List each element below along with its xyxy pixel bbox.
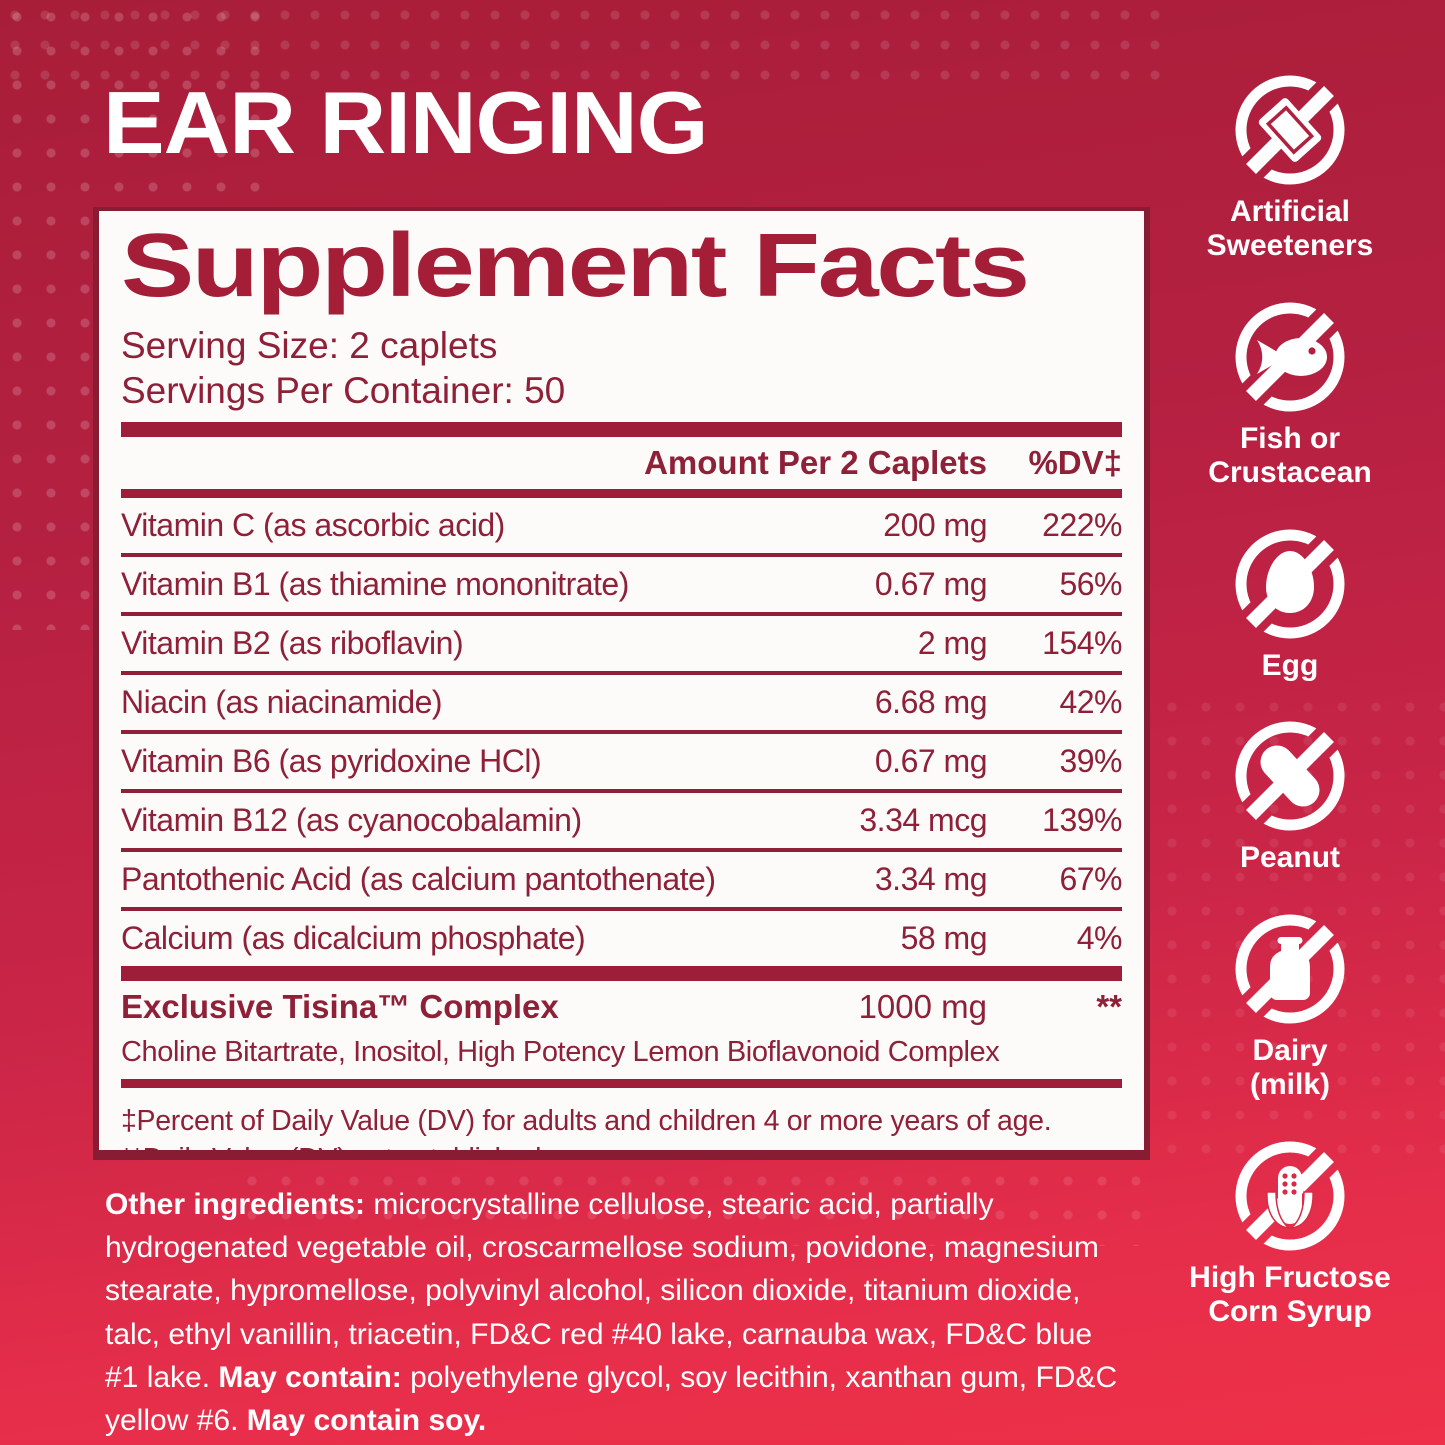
nutrient-name: Vitamin B1 (as thiamine mononitrate) xyxy=(121,566,629,603)
nutrient-dv: 56% xyxy=(1059,566,1122,603)
nutrient-table: Vitamin C (as ascorbic acid) 200 mg 222%… xyxy=(121,498,1123,966)
nutrient-dv: 39% xyxy=(1059,743,1122,780)
free-from-fish: Fish or Crustacean xyxy=(1208,297,1372,490)
other-ingredients: Other ingredients: microcrystalline cell… xyxy=(105,1183,1120,1442)
free-from-label: Artificial Sweeteners xyxy=(1207,195,1374,263)
divider-medium xyxy=(121,1078,1122,1088)
free-from-label: Fish or Crustacean xyxy=(1208,422,1371,490)
complex-description: Choline Bitartrate, Inositol, High Poten… xyxy=(121,1035,1000,1068)
label-line: Egg xyxy=(1261,648,1319,682)
serving-size: Serving Size: 2 caplets xyxy=(121,324,498,366)
label-line: Dairy xyxy=(1252,1034,1328,1068)
nutrient-name: Niacin (as niacinamide) xyxy=(121,684,443,721)
table-row: Vitamin B6 (as pyridoxine HCl) 0.67 mg 3… xyxy=(121,730,1123,789)
label-line: (milk) xyxy=(1249,1068,1330,1102)
free-from-label: High Fructose Corn Syrup xyxy=(1189,1261,1391,1329)
free-from-artificial-sweeteners: Artificial Sweeteners xyxy=(1207,70,1374,263)
table-row: Pantothenic Acid (as calcium pantothenat… xyxy=(121,848,1123,907)
nutrient-dv: 222% xyxy=(1042,507,1122,544)
product-title: EAR RINGING xyxy=(103,73,709,172)
label-line: Peanut xyxy=(1239,841,1341,875)
nutrient-name: Pantothenic Acid (as calcium pantothenat… xyxy=(121,861,716,898)
footnote-dv: ‡Percent of Daily Value (DV) for adults … xyxy=(121,1104,1052,1137)
free-from-egg: Egg xyxy=(1230,524,1350,683)
footnotes: ‡Percent of Daily Value (DV) for adults … xyxy=(121,1102,1122,1160)
free-from-peanut: Peanut xyxy=(1230,716,1350,875)
no-peanut-icon xyxy=(1235,721,1345,831)
label-line: High Fructose xyxy=(1189,1261,1391,1295)
no-artificial-sweeteners-icon xyxy=(1235,75,1345,185)
no-dairy-icon xyxy=(1235,914,1345,1024)
dv-column-header: %DV‡ xyxy=(1028,444,1122,482)
supplement-facts-panel: Supplement Facts Serving Size: 2 caplets… xyxy=(93,207,1150,1160)
divider-medium xyxy=(121,489,1122,499)
no-egg-icon xyxy=(1235,529,1345,639)
table-row: Vitamin B12 (as cyanocobalamin) 3.34 mcg… xyxy=(121,789,1123,848)
may-contain-text: polyethylene glycol, soy lecithin, xanth… xyxy=(105,1360,1118,1437)
nutrient-amount: 58 mg xyxy=(900,920,988,957)
other-ingredients-lead: Other ingredients: xyxy=(105,1188,366,1221)
divider-thick xyxy=(121,966,1122,982)
table-row: Vitamin C (as ascorbic acid) 200 mg 222% xyxy=(121,498,1123,553)
table-row: Calcium (as dicalcium phosphate) 58 mg 4… xyxy=(121,907,1123,966)
other-ingredients-text: microcrystalline cellulose, stearic acid… xyxy=(105,1188,1099,1394)
complex-dv: ** xyxy=(1096,988,1122,1026)
serving-info: Serving Size: 2 caplets Servings Per Con… xyxy=(121,323,1122,413)
amount-column-header: Amount Per 2 Caplets xyxy=(644,444,987,482)
nutrient-name: Vitamin B6 (as pyridoxine HCl) xyxy=(121,743,542,780)
nutrient-dv: 154% xyxy=(1042,625,1122,662)
supplement-facts-heading: Supplement Facts xyxy=(121,216,1030,316)
nutrient-name: Vitamin B2 (as riboflavin) xyxy=(121,625,464,662)
table-row: Vitamin B2 (as riboflavin) 2 mg 154% xyxy=(121,612,1123,671)
nutrient-amount: 2 mg xyxy=(917,625,988,662)
nutrient-amount: 200 mg xyxy=(883,507,987,544)
table-row: Niacin (as niacinamide) 6.68 mg 42% xyxy=(121,671,1123,730)
complex-name: Exclusive Tisina™ Complex xyxy=(121,988,559,1026)
may-contain-soy: May contain soy. xyxy=(246,1403,487,1437)
allergen-free-sidebar: Artificial Sweeteners Fish or Crustacean… xyxy=(1163,70,1417,1363)
nutrient-dv: 42% xyxy=(1059,684,1122,721)
may-contain-lead: May contain: xyxy=(218,1360,402,1394)
free-from-dairy: Dairy (milk) xyxy=(1230,909,1350,1102)
label-line: Fish or xyxy=(1239,421,1340,455)
nutrient-name: Vitamin B12 (as cyanocobalamin) xyxy=(121,802,582,839)
nutrient-name: Vitamin C (as ascorbic acid) xyxy=(121,507,505,544)
free-from-label: Dairy (milk) xyxy=(1250,1034,1330,1102)
label-line: Crustacean xyxy=(1208,455,1372,489)
nutrient-amount: 6.68 mg xyxy=(874,684,988,721)
free-from-label: Peanut xyxy=(1240,841,1340,875)
nutrient-dv: 139% xyxy=(1042,802,1122,839)
label-line: Artificial xyxy=(1229,195,1350,228)
complex-amount: 1000 mg xyxy=(858,988,987,1026)
free-from-label: Egg xyxy=(1262,649,1319,683)
divider-thick xyxy=(121,422,1122,438)
nutrient-name: Calcium (as dicalcium phosphate) xyxy=(121,920,586,957)
nutrient-amount: 0.67 mg xyxy=(874,566,988,603)
nutrient-amount: 0.67 mg xyxy=(874,743,988,780)
footnote-not-established: **Daily Value (DV) not established. xyxy=(121,1143,549,1160)
label-line: Corn Syrup xyxy=(1208,1295,1372,1329)
complex-row: Exclusive Tisina™ Complex 1000 mg ** xyxy=(121,981,1122,1034)
label-line: Sweeteners xyxy=(1206,228,1374,262)
table-row: Vitamin B1 (as thiamine mononitrate) 0.6… xyxy=(121,553,1123,612)
free-from-hfcs: High Fructose Corn Syrup xyxy=(1189,1136,1391,1329)
servings-per-container: Servings Per Container: 50 xyxy=(121,369,566,411)
nutrient-dv: 67% xyxy=(1059,861,1122,898)
table-header: Amount Per 2 Caplets %DV‡ xyxy=(121,437,1122,489)
nutrient-amount: 3.34 mcg xyxy=(859,802,987,839)
nutrient-dv: 4% xyxy=(1076,920,1123,957)
no-fish-icon xyxy=(1235,302,1345,412)
nutrient-amount: 3.34 mg xyxy=(874,861,988,898)
no-hfcs-icon xyxy=(1235,1141,1345,1251)
